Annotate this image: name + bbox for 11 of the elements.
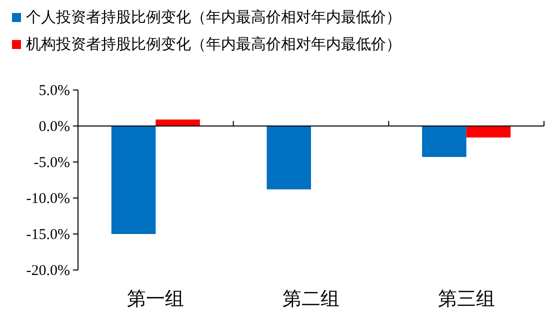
y-tick-label: -5.0% <box>34 155 70 171</box>
x-tick-label: 第一组 <box>127 289 184 310</box>
x-tick-label: 第三组 <box>438 289 495 310</box>
legend-label: 个人投资者持股比例变化（年内最高价相对年内最低价） <box>26 9 401 26</box>
legend-label: 机构投资者持股比例变化（年内最高价相对年内最低价） <box>26 36 401 53</box>
y-tick-label: -10.0% <box>26 191 70 207</box>
y-tick-label: -20.0% <box>26 263 70 279</box>
y-tick-label: -15.0% <box>26 227 70 243</box>
y-tick-label: 0.0% <box>38 119 70 135</box>
x-tick-label: 第二组 <box>282 289 340 310</box>
y-tick-label: 5.0% <box>38 83 70 99</box>
